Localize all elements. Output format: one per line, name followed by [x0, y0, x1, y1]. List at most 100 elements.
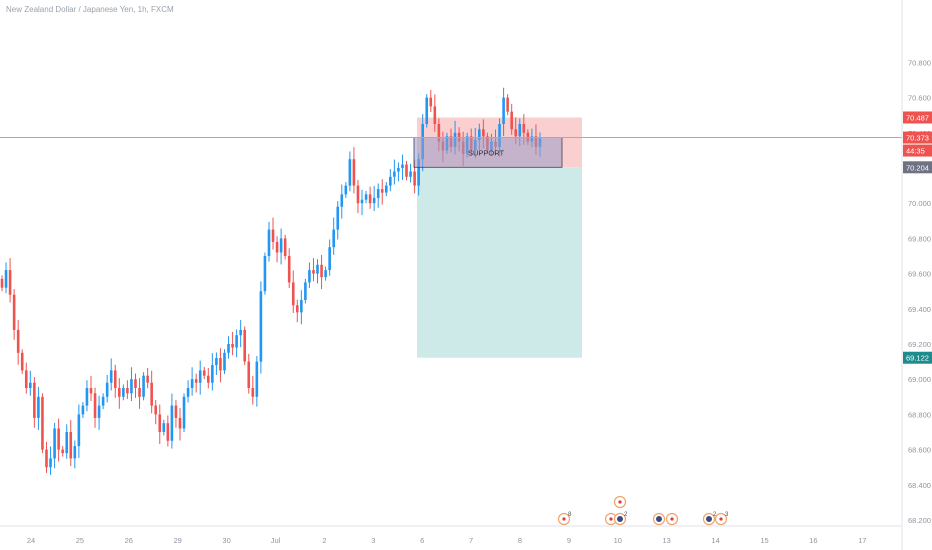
candle-body — [344, 185, 348, 195]
candle-body — [251, 388, 255, 397]
candle-body — [142, 375, 145, 397]
event-count: 2 — [713, 512, 717, 518]
candle-body — [308, 270, 311, 283]
time-tick-label: 7 — [469, 536, 473, 545]
event-count: 2 — [624, 512, 628, 518]
candle-body — [53, 428, 56, 459]
flag-icon — [670, 517, 674, 521]
candle-body — [336, 206, 340, 230]
candle-body — [275, 241, 279, 253]
time-tick-label: 2 — [322, 536, 326, 545]
entry-price-tag: 70.204 — [906, 163, 929, 172]
candle-body — [283, 238, 287, 256]
candle-body — [417, 159, 420, 186]
event-count: 8 — [568, 512, 572, 518]
event-count: 3 — [725, 512, 729, 518]
candle-body — [352, 159, 356, 186]
time-tick-label: 3 — [371, 536, 375, 545]
price-tags: 70.487 70.373 44:35 70.204 69.122 — [903, 111, 932, 364]
candle-body — [340, 194, 344, 207]
candle-body — [429, 97, 433, 107]
candle-body — [239, 329, 242, 336]
candle-body — [255, 361, 259, 397]
economic-events[interactable]: 8 2 2 3 — [557, 495, 730, 526]
candle-body — [263, 256, 267, 292]
current-price-tag-bg — [903, 131, 932, 144]
stop-price-tag: 70.487 — [906, 113, 929, 122]
time-tick-label: 10 — [614, 536, 622, 545]
candle-body — [69, 432, 73, 459]
candle-body — [81, 405, 85, 415]
candle-body — [0, 278, 4, 288]
entry-price-tag-bg — [903, 161, 932, 174]
candle-body — [57, 428, 60, 450]
candle-body — [376, 189, 380, 198]
moon-icon — [706, 516, 712, 522]
target-price-tag: 69.122 — [906, 354, 929, 363]
candle-body — [158, 414, 162, 432]
candle-body — [174, 405, 178, 418]
price-tick-label: 68.200 — [908, 516, 931, 525]
price-tick-label: 69.400 — [908, 305, 931, 314]
candle-body — [97, 405, 101, 418]
bar-countdown-tag: 44:35 — [906, 147, 925, 156]
take-profit-zone[interactable] — [417, 167, 582, 358]
candle-body — [506, 97, 509, 112]
candle-body — [356, 185, 360, 204]
time-tick-label: 15 — [760, 536, 768, 545]
candle-body — [101, 396, 105, 406]
price-tick-label: 68.800 — [908, 410, 931, 419]
candle-body — [49, 458, 52, 468]
flag-icon — [719, 517, 723, 521]
time-tick-label: 6 — [420, 536, 424, 545]
price-tick-label: 68.600 — [908, 446, 931, 455]
candle-body — [4, 270, 8, 288]
current-price-tag: 70.373 — [906, 134, 929, 143]
candle-body — [522, 124, 526, 133]
time-tick-label: Jul — [271, 536, 281, 545]
candle-body — [41, 396, 44, 450]
candle-body — [332, 229, 335, 248]
candle-body — [207, 375, 210, 383]
candle-body — [126, 388, 129, 394]
candle-body — [166, 423, 170, 441]
candle-body — [219, 358, 222, 371]
candle-body — [243, 329, 247, 362]
candle-body — [109, 370, 113, 383]
candle-body — [170, 405, 174, 441]
price-tick-label: 69.000 — [908, 375, 931, 384]
candle-body — [45, 449, 48, 468]
candle-body — [498, 124, 501, 147]
candle-body — [113, 370, 117, 388]
symbol-title: New Zealand Dollar / Japanese Yen, 1h, F… — [6, 5, 174, 14]
candle-body — [397, 168, 400, 172]
candle-body — [122, 388, 125, 397]
candle-body — [312, 270, 315, 274]
time-tick-label: 25 — [76, 536, 84, 545]
time-tick-label: 13 — [663, 536, 671, 545]
time-axis[interactable]: 24 25 26 29 30 Jul 2 3 6 7 8 9 10 13 14 15 16 17 — [27, 536, 867, 545]
price-axis[interactable]: 70.80070.60070.40070.20070.00069.80069.6… — [908, 58, 931, 525]
candle-body — [287, 256, 291, 283]
target-price-tag-bg — [903, 351, 932, 364]
time-tick-label: 8 — [518, 536, 522, 545]
candle-body — [73, 446, 77, 459]
candle-body — [368, 194, 372, 204]
candle-body — [324, 270, 327, 278]
candle-body — [405, 164, 408, 177]
candle-body — [328, 247, 331, 271]
candle-body — [65, 432, 69, 454]
candle-body — [162, 423, 166, 432]
candle-body — [223, 352, 226, 371]
time-tick-label: 30 — [222, 536, 230, 545]
price-tick-label: 69.600 — [908, 270, 931, 279]
candle-body — [227, 344, 230, 353]
candle-body — [61, 449, 64, 454]
candle-body — [235, 335, 238, 348]
candle-body — [320, 264, 323, 278]
candle-body — [150, 382, 153, 406]
price-tick-label: 70.800 — [908, 58, 931, 67]
candle-body — [425, 97, 429, 124]
candle-body — [259, 291, 263, 362]
